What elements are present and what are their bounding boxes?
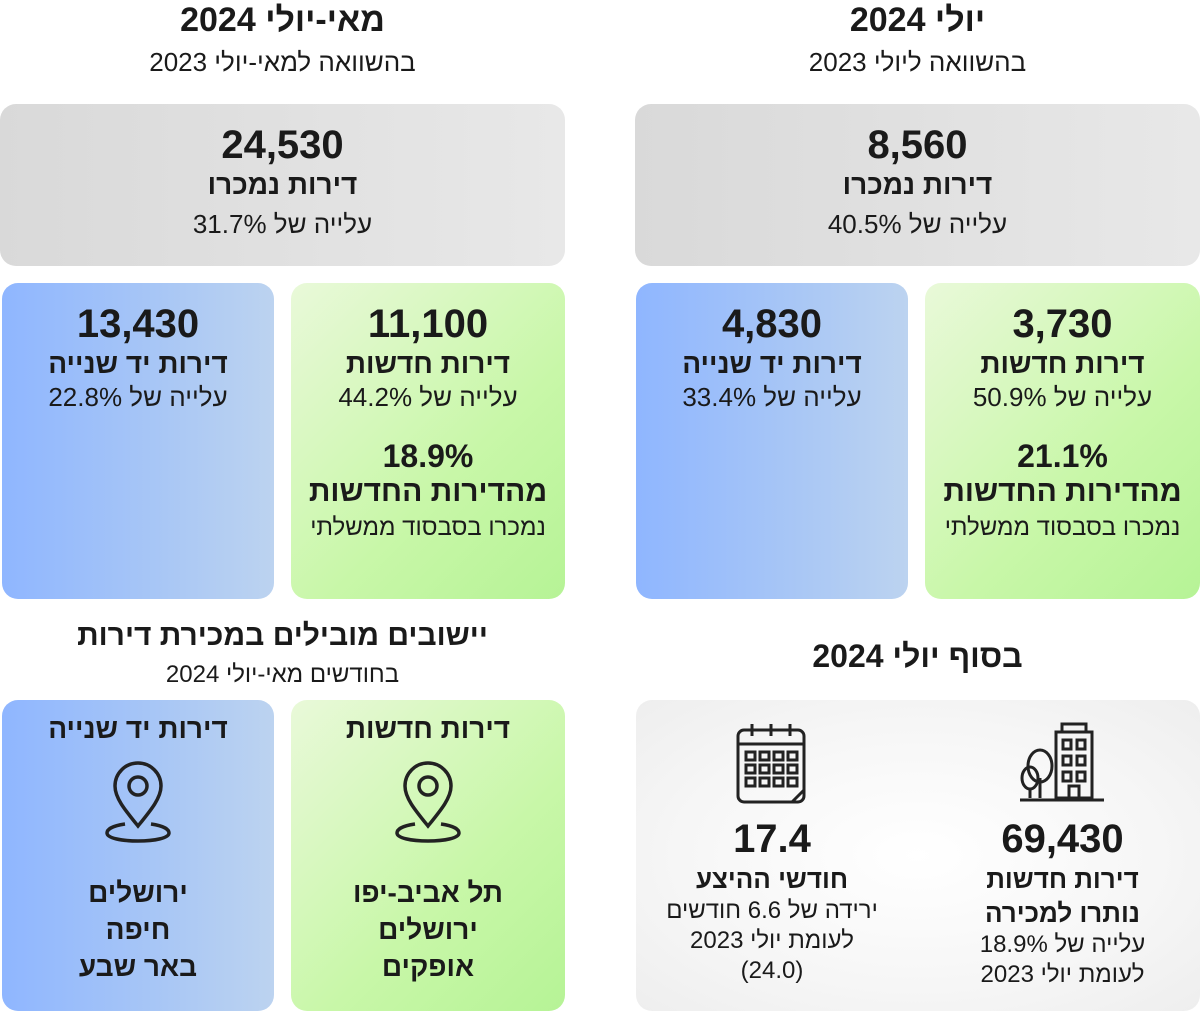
may-july-total-change: עלייה של 31.7% — [192, 209, 373, 239]
july-used-value: 4,830 — [721, 302, 823, 346]
unsold-change: עלייה של 18.9% — [979, 931, 1146, 958]
leading-new-city-2: ירושלים — [378, 914, 478, 945]
july-total-change: עלייה של 40.5% — [827, 209, 1008, 239]
leading-header: יישובים מובילים במכירת דירות בחודשים מאי… — [0, 616, 565, 690]
july-subtitle: בהשוואה ליולי 2023 — [808, 47, 1027, 77]
unsold-line1: דירות חדשות — [986, 864, 1139, 894]
may-july-gov-sub: נמכרו בסבסוד ממשלתי — [310, 514, 546, 541]
unsold-value: 69,430 — [1001, 817, 1124, 861]
unsold-block: 69,430 דירות חדשות נותרו למכירה עלייה של… — [925, 720, 1200, 990]
leading-new-card: דירות חדשות תל אביב-יפו ירושלים אופקים — [291, 700, 565, 1011]
may-july-subtitle: בהשוואה למאי-יולי 2023 — [149, 47, 416, 77]
leading-new-city-3: אופקים — [381, 951, 475, 982]
months-change: ירידה של 6.6 חודשים — [666, 897, 878, 924]
may-july-gov-label: מהדירות החדשות — [308, 475, 548, 508]
july-new-label: דירות חדשות — [980, 348, 1145, 379]
july-gov-label: מהדירות החדשות — [943, 475, 1182, 508]
may-july-used-change: עלייה של 22.8% — [48, 382, 228, 412]
july-new-card: 3,730 דירות חדשות עלייה של 50.9% 21.1% מ… — [925, 283, 1200, 599]
calendar-icon — [732, 720, 812, 806]
july-header: יולי 2024 בהשוואה ליולי 2023 — [635, 0, 1200, 78]
months-compare: לעומת יולי 2023 — [690, 927, 854, 954]
may-july-new-label: דירות חדשות — [345, 348, 511, 379]
july-gov-sub: נמכרו בסבסוד ממשלתי — [944, 514, 1181, 541]
may-july-header: מאי-יולי 2024 בהשוואה למאי-יולי 2023 — [0, 0, 565, 78]
leading-new-city-1: תל אביב-יפו — [352, 877, 504, 908]
may-july-total-value: 24,530 — [221, 123, 344, 167]
months-prev: (24.0) — [740, 957, 804, 984]
may-july-gov-pct: 18.9% — [382, 438, 474, 474]
july-new-value: 3,730 — [1012, 302, 1113, 346]
leading-used-label: דירות יד שנייה — [48, 713, 228, 744]
leading-title: יישובים מובילים במכירת דירות — [77, 619, 488, 652]
leading-used-city-1: ירושלים — [88, 877, 188, 908]
july-title: יולי 2024 — [849, 1, 986, 39]
unsold-line2: נותרו למכירה — [985, 898, 1140, 928]
months-value: 17.4 — [733, 817, 811, 861]
end-july-title: בסוף יולי 2024 — [812, 638, 1023, 674]
july-total-label: דירות נמכרו — [842, 169, 993, 200]
may-july-new-value: 11,100 — [367, 302, 489, 346]
may-july-total-card: 24,530 דירות נמכרו עלייה של 31.7% — [0, 104, 565, 266]
may-july-used-card: 13,430 דירות יד שנייה עלייה של 22.8% — [2, 283, 274, 599]
july-total-value: 8,560 — [867, 123, 968, 167]
leading-new-label: דירות חדשות — [345, 713, 511, 744]
months-label: חודשי ההיצע — [695, 864, 849, 894]
end-july-panel — [636, 700, 1200, 1011]
may-july-used-value: 13,430 — [76, 302, 200, 346]
may-july-title: מאי-יולי 2024 — [180, 1, 385, 39]
july-total-card: 8,560 דירות נמכרו עלייה של 40.5% — [635, 104, 1200, 266]
may-july-total-label: דירות נמכרו — [207, 169, 358, 200]
july-used-card: 4,830 דירות יד שנייה עלייה של 33.4% — [636, 283, 908, 599]
leading-used-card: דירות יד שנייה ירושלים חיפה באר שבע — [2, 700, 274, 1011]
july-gov-pct: 21.1% — [1017, 438, 1108, 474]
unsold-compare: לעומת יולי 2023 — [980, 961, 1145, 988]
end-july-header: בסוף יולי 2024 — [635, 636, 1200, 676]
may-july-new-card: 11,100 דירות חדשות עלייה של 44.2% 18.9% … — [291, 283, 565, 599]
building-icon — [1018, 720, 1108, 806]
may-july-new-change: עלייה של 44.2% — [338, 382, 518, 412]
leading-used-city-3: באר שבע — [78, 951, 198, 982]
location-pin-icon — [103, 760, 173, 844]
leading-used-city-2: חיפה — [105, 914, 171, 945]
leading-subtitle: בחודשים מאי-יולי 2024 — [165, 661, 400, 688]
months-block: 17.4 חודשי ההיצע ירידה של 6.6 חודשים לעו… — [636, 720, 908, 986]
location-pin-icon — [393, 760, 463, 844]
july-new-change: עלייה של 50.9% — [972, 382, 1153, 412]
july-used-label: דירות יד שנייה — [682, 348, 862, 379]
may-july-used-label: דירות יד שנייה — [48, 348, 228, 379]
july-used-change: עלייה של 33.4% — [682, 382, 862, 412]
